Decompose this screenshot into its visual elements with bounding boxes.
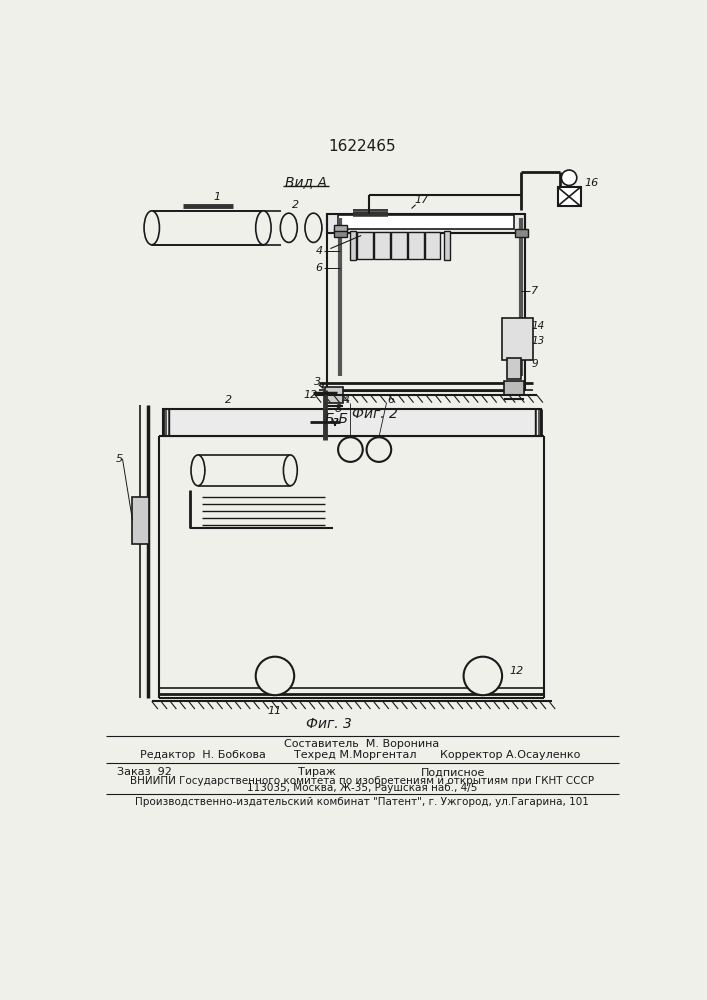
Text: 7: 7 [532, 286, 539, 296]
Ellipse shape [281, 213, 297, 242]
Text: 13: 13 [532, 336, 544, 346]
Text: 14: 14 [532, 321, 544, 331]
Bar [338, 215, 514, 229]
Bar [350, 231, 356, 260]
Bar [163, 409, 541, 436]
Text: 2: 2 [292, 200, 299, 210]
Bar [325, 387, 344, 403]
Text: Тираж: Тираж [298, 767, 336, 777]
Bar [558, 187, 580, 206]
Text: 2: 2 [226, 395, 233, 405]
Bar [425, 232, 440, 259]
Circle shape [464, 657, 502, 695]
Text: 12: 12 [510, 666, 524, 676]
Circle shape [366, 437, 391, 462]
Bar [132, 497, 149, 544]
Text: 8: 8 [334, 404, 341, 414]
Bar [374, 232, 390, 259]
Bar [334, 225, 346, 231]
Ellipse shape [284, 455, 297, 486]
Bar [327, 214, 525, 233]
Text: 3: 3 [314, 377, 321, 387]
Text: ВНИИПИ Государственного комитета по изобретениям и открытиям при ГКНТ СССР: ВНИИПИ Государственного комитета по изоб… [130, 776, 594, 786]
Text: Производственно-издательский комбинат "Патент", г. Ужгород, ул.Гагарина, 101: Производственно-издательский комбинат "П… [135, 797, 589, 807]
Text: 6: 6 [387, 395, 394, 405]
Text: 4: 4 [315, 246, 322, 256]
Text: Составитель  М. Воронина: Составитель М. Воронина [284, 739, 440, 749]
Text: 5: 5 [115, 454, 122, 464]
Text: 4: 4 [343, 395, 350, 405]
Text: 12: 12 [303, 390, 317, 400]
Ellipse shape [256, 211, 271, 245]
Text: Корректор А.Осауленко: Корректор А.Осауленко [440, 750, 581, 760]
Bar [515, 229, 527, 237]
Text: Фиг. 3: Фиг. 3 [306, 717, 352, 731]
Bar [502, 318, 533, 360]
Bar [391, 232, 407, 259]
Text: 17: 17 [414, 195, 428, 205]
Text: Б-Б: Б-Б [325, 412, 349, 426]
Ellipse shape [191, 455, 205, 486]
Bar [357, 232, 373, 259]
Text: 9: 9 [532, 359, 538, 369]
Bar [152, 211, 264, 245]
Text: 16: 16 [585, 178, 599, 188]
Text: Редактор  Н. Бобкова: Редактор Н. Бобкова [140, 750, 266, 760]
Text: 1: 1 [214, 192, 221, 202]
Ellipse shape [144, 211, 160, 245]
Bar [334, 229, 346, 237]
Text: 11: 11 [268, 706, 282, 716]
Text: 6: 6 [315, 263, 322, 273]
Text: Техред М.Моргентал: Техред М.Моргентал [294, 750, 416, 760]
Ellipse shape [305, 213, 322, 242]
Bar [408, 232, 423, 259]
Circle shape [256, 657, 294, 695]
Text: Вид A: Вид A [285, 175, 327, 189]
Text: 113035, Москва, Ж-35, Раушская наб., 4/5: 113035, Москва, Ж-35, Раушская наб., 4/5 [247, 783, 477, 793]
Bar [504, 381, 525, 395]
Circle shape [561, 170, 577, 185]
Circle shape [338, 437, 363, 462]
Text: Подписное: Подписное [421, 767, 486, 777]
Text: Заказ  92: Заказ 92 [117, 767, 172, 777]
Bar [443, 231, 450, 260]
Text: Фиг. 2: Фиг. 2 [352, 407, 398, 421]
Text: 1622465: 1622465 [328, 139, 396, 154]
Bar [508, 358, 521, 379]
